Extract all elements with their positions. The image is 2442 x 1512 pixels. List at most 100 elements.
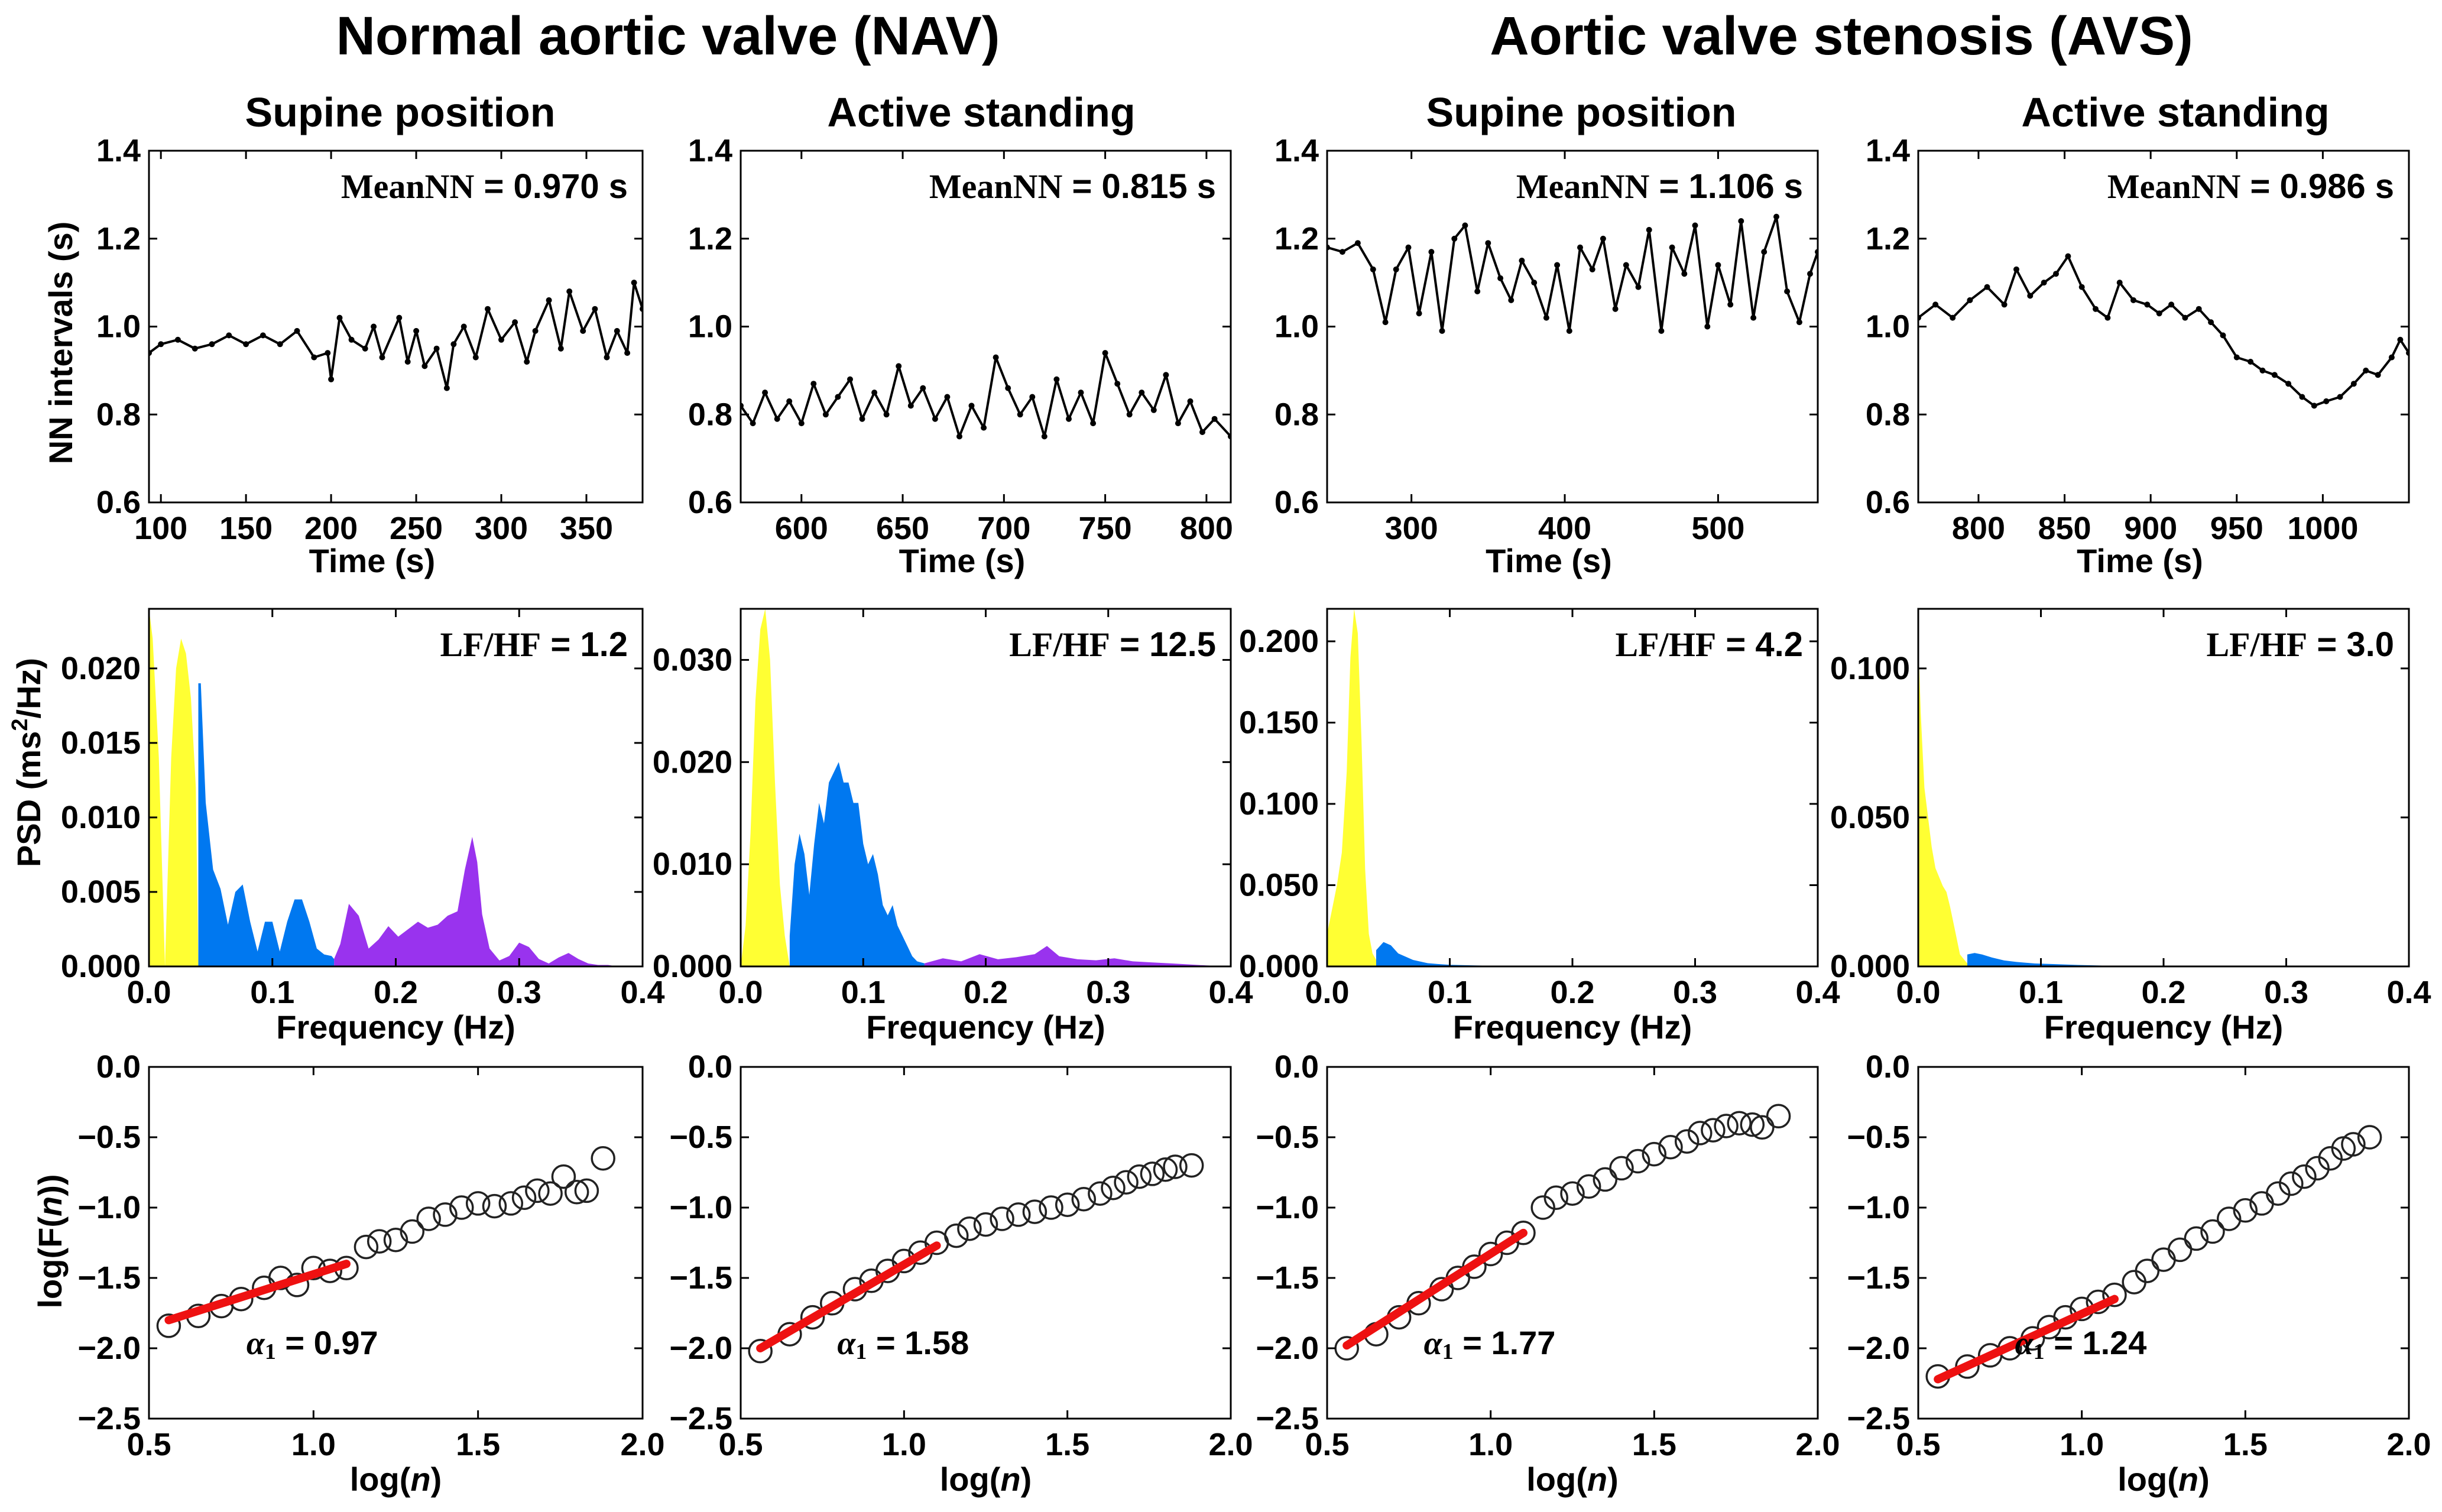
x-tick-label: 0.5 [718,1427,763,1462]
x-axis-label-nn-nav-supine: Time (s) [309,542,436,579]
group-title-avs: Aortic valve stenosis (AVS) [1490,6,2193,66]
nn-beat-point [614,327,620,334]
annotation-equals: = [541,625,580,664]
nn-beat-point [443,385,450,391]
y-tick-label: 0.6 [96,485,141,520]
dfa-point [1088,1181,1113,1206]
y-tick-label: 0.200 [1239,624,1319,659]
dfa-point [383,1227,408,1253]
x-tick-label: 700 [977,511,1030,546]
dfa-point [1179,1153,1204,1178]
nn-beat-point [1485,240,1491,246]
nn-beat-point [1681,271,1688,277]
annotation-nn-nav-supine: MeanNN = 0.970 s [341,167,628,206]
nn-beat-point [209,341,215,348]
y-tick-label: 1.4 [96,133,141,168]
nn-beat-point [404,359,411,365]
annotation-value: 0.815 s [1101,167,1216,206]
dfa-point [800,1305,825,1330]
nn-beat-point [2285,381,2292,387]
x-axis-label-suffix: ) [1607,1461,1619,1498]
y-tick-label: −1.0 [1256,1190,1319,1225]
dfa-point [1750,1115,1775,1140]
dfa-point [957,1216,982,1241]
nn-beat-point [1370,266,1376,272]
nn-beat-point [328,376,335,382]
annotation-label: LF/HF [1009,625,1110,664]
nn-beat-point [413,327,420,334]
nn-beat-point [1066,416,1072,422]
y-tick-label: −1.0 [669,1190,732,1225]
nn-beat-point [396,314,403,321]
dfa-point [1163,1154,1188,1179]
nn-beat-point [1727,301,1734,308]
annotation-label: LF/HF [1615,625,1716,664]
nn-beat-point [2271,372,2278,378]
dfa-point [1478,1241,1503,1267]
plot-frame-dfa-nav-standing [740,1066,1232,1420]
nn-beat-point [1738,218,1744,224]
dfa-point [1153,1157,1178,1182]
dfa-point [2305,1156,2330,1181]
alpha-subscript: 1 [1442,1339,1454,1364]
y-tick-label: 0.6 [1866,485,1910,520]
plot-area-nn-nav-supine [149,280,643,391]
x-tick-label: 0.2 [374,975,418,1010]
nn-beat-point [2388,354,2395,361]
nn-beat-point [1114,381,1121,387]
panels: 100 150 200 250 300 350 0.6 0.8 1.0 1.2 1.4 Time (s… [61,133,2431,1498]
psd-band-hf-psd-nav-supine [334,836,643,966]
panel-psd-nav-standing: 0.0 0.1 0.2 0.3 0.4 0.000 0.010 0.020 0.030 Frequ… [653,608,1253,1046]
y-tick-label: −1.5 [1847,1260,1910,1296]
dfa-point [1576,1174,1601,1199]
x-axis-label-psd-avs-standing: Frequency (Hz) [2044,1008,2284,1046]
nn-beat-point [1199,429,1205,435]
nn-beat-point [1017,411,1023,418]
y-tick-label: 0.0 [1274,1049,1319,1085]
alpha-subscript: 1 [2034,1339,2045,1364]
y-tick-label: −2.0 [77,1331,141,1366]
nn-beat-point [2027,293,2034,299]
nn-beat-point [2001,301,2008,308]
y-tick-label: 0.0 [688,1049,732,1085]
x-tick-label: 1.5 [2223,1427,2268,1462]
nn-beat-point [871,390,878,396]
x-tick-label: 0.3 [2264,975,2308,1010]
nn-beat-point [968,403,975,409]
nn-beat-point [158,341,164,348]
nn-beat-point [421,363,428,369]
x-axis-label-prefix: log( [940,1461,1001,1498]
x-axis-label-nn-nav-standing: Time (s) [899,542,1026,579]
nn-beat-point [260,332,266,339]
dfa-point [482,1193,507,1219]
alpha-annotation-dfa-nav-supine: α1 = 0.97 [247,1324,378,1364]
plot-frame-dfa-avs-supine [1326,1066,1819,1420]
dfa-point [433,1202,458,1227]
dfa-point [1114,1170,1139,1195]
nn-beat-point [1508,297,1515,303]
annotation-value: 3.0 [2346,625,2394,664]
y-tick-label: −2.0 [1847,1331,1910,1366]
nn-beat-point [1715,262,1721,268]
annotation-psd-avs-standing: LF/HF = 3.0 [2206,625,2394,664]
x-axis-label-var: n [1000,1461,1020,1498]
x-axis-label-prefix: log( [2117,1461,2178,1498]
nn-beat-point [336,314,343,321]
dfa-point [574,1178,599,1203]
dfa-point [1022,1199,1048,1224]
group-title-nav: Normal aortic valve (NAV) [336,6,1000,66]
nn-beat-point [1078,390,1084,396]
panel-nn-avs-supine: 300 400 500 0.6 0.8 1.0 1.2 1.4 Time (s) MeanNN =… [1274,133,1819,579]
annotation-nn-avs-supine: MeanNN = 1.106 s [1516,167,1803,206]
x-tick-label: 0.4 [1208,975,1253,1010]
x-tick-label: 0.3 [497,975,541,1010]
nn-beat-point [1462,222,1468,229]
annotation-equals: = [1110,625,1149,664]
dfa-point [1101,1175,1126,1200]
nn-beat-point [2363,367,2369,374]
nn-beat-point [1543,314,1549,321]
annotation-label: LF/HF [2206,625,2307,664]
nn-beat-point [1589,266,1595,272]
nn-beat-point [1577,244,1583,251]
